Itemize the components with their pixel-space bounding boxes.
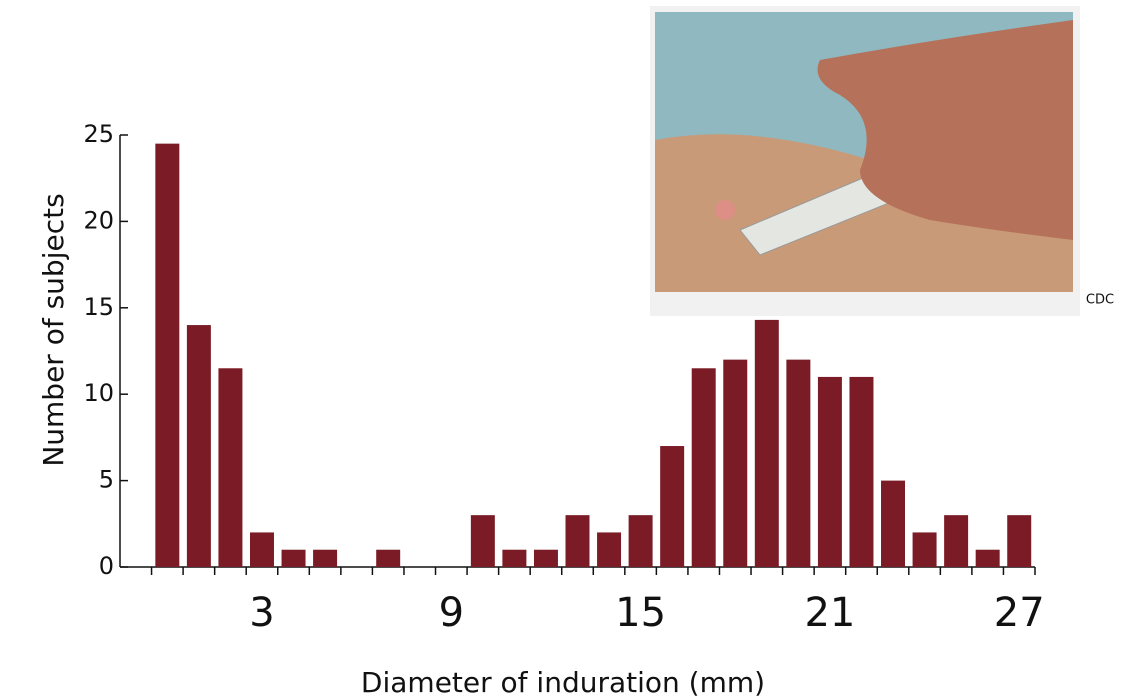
x-tick-label: 3: [249, 590, 274, 636]
bar: [975, 549, 1000, 567]
bar: [912, 532, 937, 567]
x-axis-label: Diameter of induration (mm): [361, 666, 765, 699]
y-tick-label: 10: [83, 379, 114, 407]
bar: [881, 480, 906, 567]
bar: [944, 515, 969, 567]
y-axis-label: Number of subjects: [37, 193, 70, 466]
y-tick-label: 20: [83, 206, 114, 234]
y-tick-label: 0: [99, 552, 114, 580]
y-tick-label: 5: [99, 466, 114, 494]
x-tick-label: 9: [439, 590, 464, 636]
bar: [313, 549, 338, 567]
bar: [817, 376, 842, 567]
image-credit: CDC: [1086, 293, 1114, 308]
x-tick-label: 21: [804, 590, 855, 636]
bar: [502, 549, 527, 567]
bar: [628, 515, 653, 567]
bar: [281, 549, 306, 567]
bar: [754, 319, 779, 567]
photo: [650, 6, 1080, 316]
x-tick-label: 15: [615, 590, 666, 636]
bar: [1007, 515, 1032, 567]
bar: [565, 515, 590, 567]
bar: [660, 446, 685, 567]
bar: [723, 359, 748, 567]
bar: [186, 325, 211, 567]
bar: [597, 532, 622, 567]
bar: [691, 368, 716, 567]
bar: [155, 143, 180, 567]
y-tick-label: 15: [83, 293, 114, 321]
bar: [533, 549, 558, 567]
bar: [470, 515, 495, 567]
x-tick-label: 27: [994, 590, 1045, 636]
bar: [218, 368, 243, 567]
y-tick-label: 25: [83, 120, 114, 148]
bar: [249, 532, 274, 567]
bar: [849, 376, 874, 567]
bar: [376, 549, 401, 567]
bar: [786, 359, 811, 567]
